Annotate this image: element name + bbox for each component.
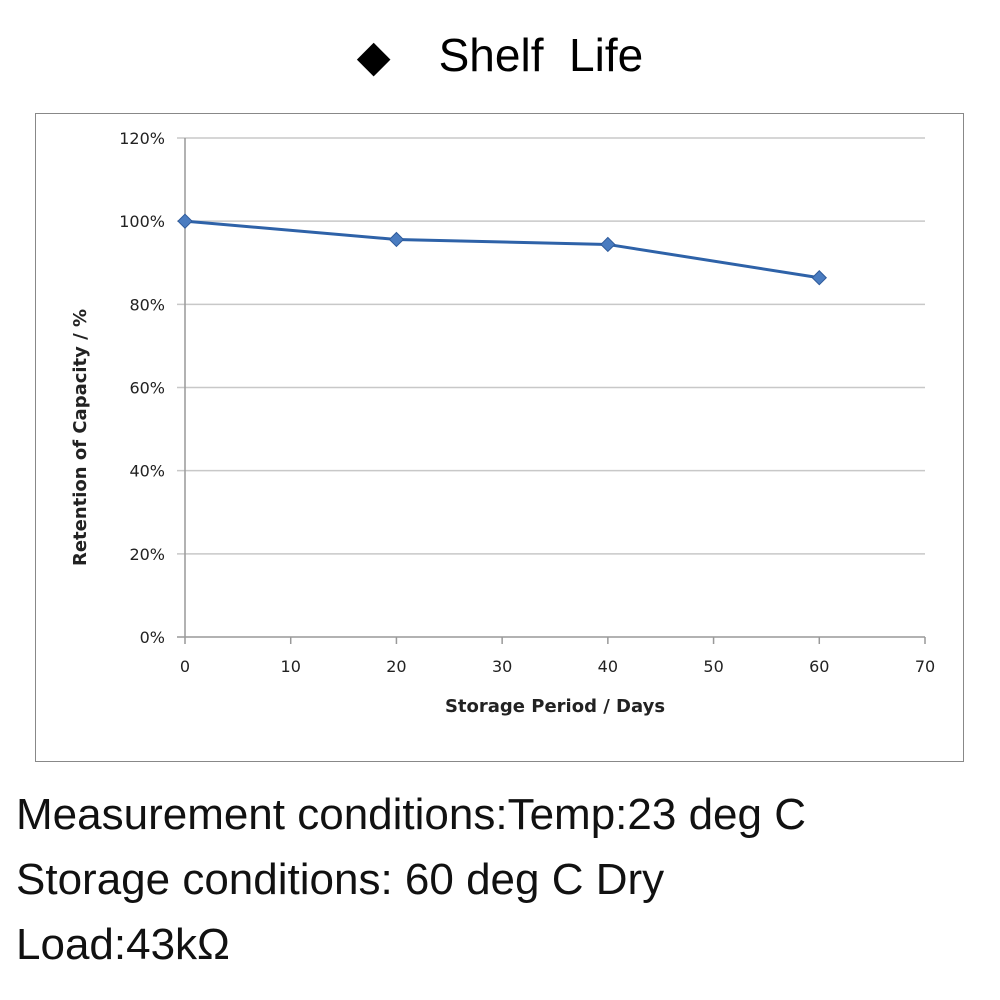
y-tick-label: 60% bbox=[129, 379, 165, 398]
y-tick-label: 40% bbox=[129, 462, 165, 481]
y-tick-label: 0% bbox=[140, 628, 165, 647]
x-tick-label: 60 bbox=[809, 657, 829, 676]
y-tick-label: 80% bbox=[129, 295, 165, 314]
y-tick-label: 20% bbox=[129, 545, 165, 564]
chart-frame bbox=[35, 113, 964, 762]
x-tick-label: 0 bbox=[180, 657, 190, 676]
series-line bbox=[184, 219, 820, 280]
chart-title: ◆ Shelf Life bbox=[0, 28, 1000, 82]
y-tick-label: 100% bbox=[119, 212, 165, 231]
title-text: Shelf Life bbox=[438, 29, 644, 81]
measurement-conditions: Measurement conditions:Temp:23 deg C bbox=[16, 790, 806, 839]
data-point bbox=[811, 270, 827, 286]
x-tick-label: 70 bbox=[915, 657, 935, 676]
diamond-icon: ◆ bbox=[356, 32, 391, 81]
data-point bbox=[177, 213, 193, 229]
y-axis-label: Retention of Capacity / % bbox=[70, 309, 91, 566]
x-tick-label: 40 bbox=[598, 657, 618, 676]
load-condition: Load:43kΩ bbox=[16, 920, 230, 969]
data-point bbox=[388, 231, 405, 248]
y-tick-label: 120% bbox=[119, 129, 165, 148]
x-tick-label: 20 bbox=[386, 657, 406, 676]
x-tick-label: 10 bbox=[281, 657, 301, 676]
storage-conditions: Storage conditions: 60 deg C Dry bbox=[16, 855, 665, 904]
x-tick-label: 50 bbox=[703, 657, 723, 676]
data-point bbox=[600, 236, 616, 253]
x-axis-label: Storage Period / Days bbox=[445, 696, 665, 717]
x-tick-label: 30 bbox=[492, 657, 512, 676]
